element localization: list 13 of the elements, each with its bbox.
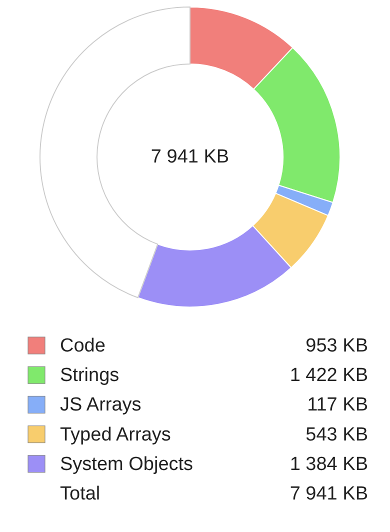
legend-label: System Objects [60,454,194,475]
legend-label: JS Arrays [60,394,142,416]
legend-label: Strings [60,365,120,386]
legend-label: Code [60,336,106,356]
data-label: 953 KB [306,336,368,356]
data-label: 543 KB [306,424,368,446]
data-label: 117 KB [307,394,368,416]
text: 7 941 KB [290,484,368,504]
text: Total [60,484,100,504]
data-label: 1 384 KB [290,454,368,475]
data-label: 1 422 KB [290,365,368,386]
legend-label: Typed Arrays [60,424,171,446]
text: 7 941 KB [150,146,230,168]
